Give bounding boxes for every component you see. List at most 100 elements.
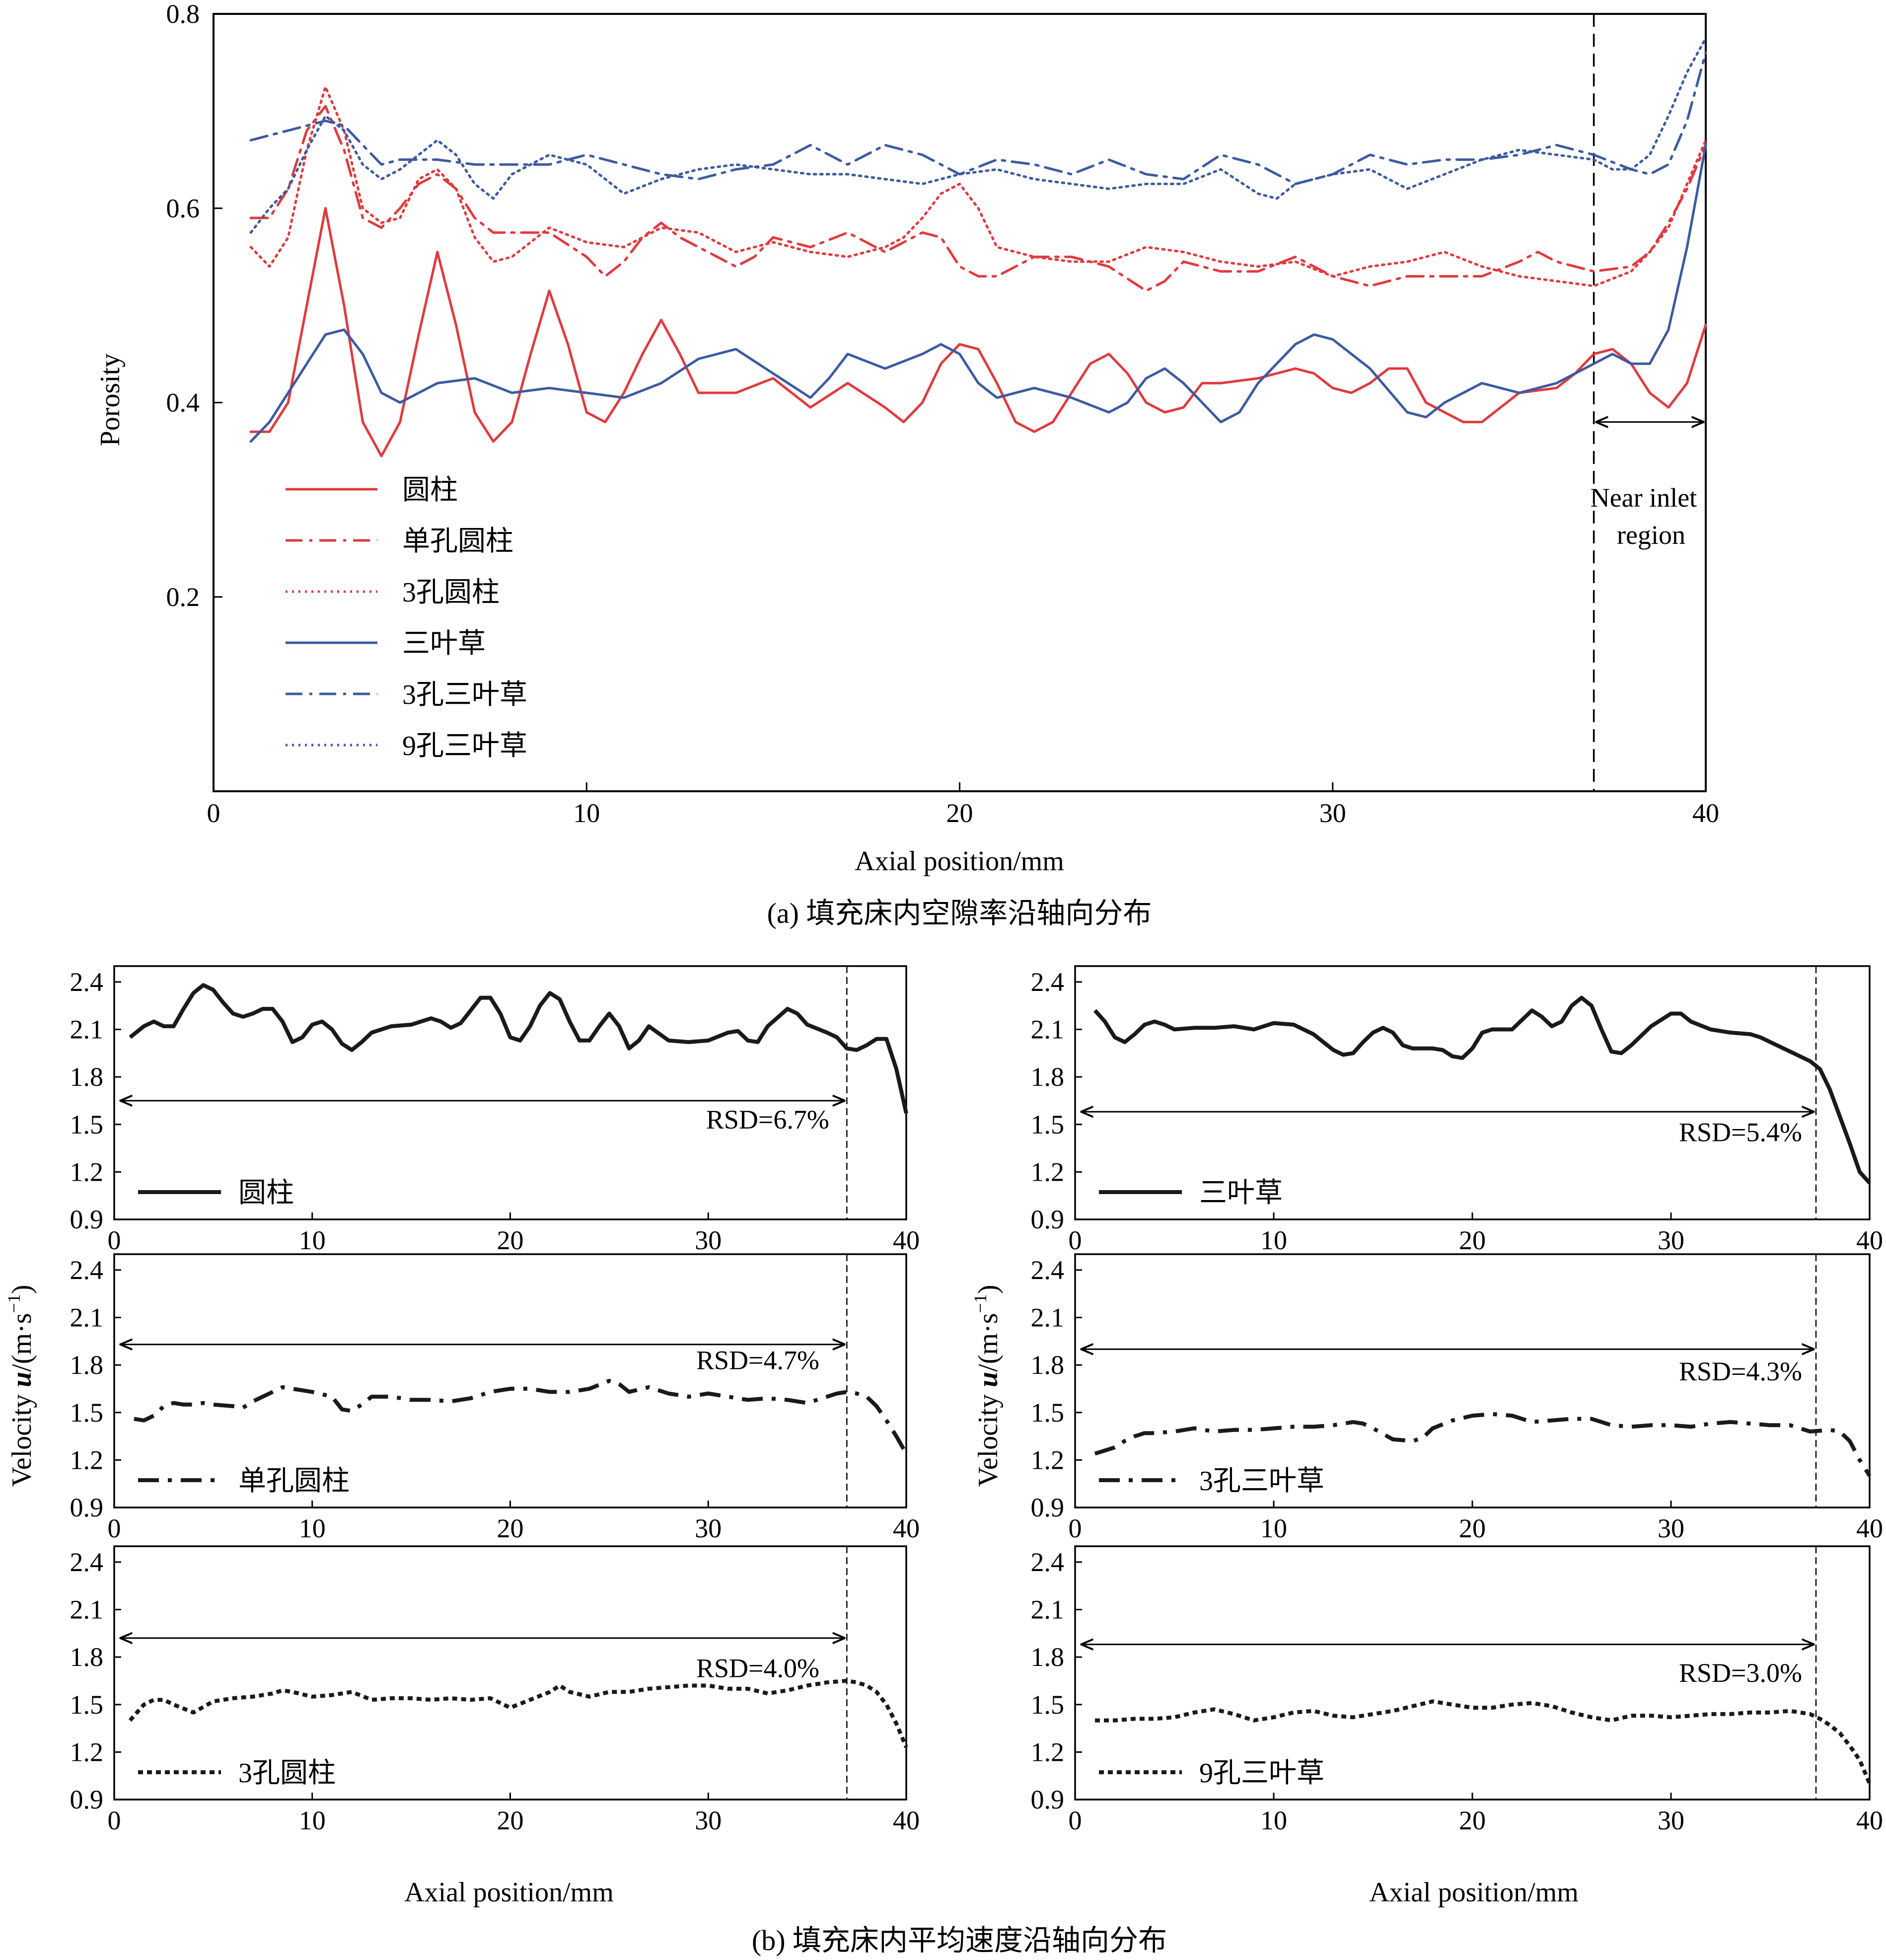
legend-label: 3孔圆柱 bbox=[402, 577, 500, 608]
porosity-series-line-3 bbox=[249, 85, 1707, 288]
rsd-label: RSD=6.7% bbox=[706, 1105, 829, 1134]
porosity-series-line-2 bbox=[249, 105, 1707, 292]
x-tick-label: 10 bbox=[1260, 1806, 1287, 1835]
x-tick-label: 0 bbox=[1069, 1513, 1082, 1543]
near-inlet-label-line1: Near inlet bbox=[1591, 483, 1697, 513]
rsd-label: RSD=5.4% bbox=[1679, 1118, 1802, 1147]
x-tick-label: 30 bbox=[1658, 1225, 1684, 1255]
porosity-series-line-4 bbox=[249, 144, 1707, 443]
velocity-series-line bbox=[1094, 1412, 1872, 1477]
y-tick-label: 0.4 bbox=[166, 388, 200, 418]
x-tick-label: 20 bbox=[1459, 1806, 1486, 1835]
x-tick-label: 40 bbox=[1856, 1225, 1883, 1255]
x-tick-label: 0 bbox=[108, 1513, 121, 1543]
x-tick-label: 0 bbox=[108, 1806, 121, 1835]
y-tick-label: 2.1 bbox=[70, 1303, 104, 1333]
velocity-panel-vel-cyl: 0 10 20 30 40 0.9 1.2 1.5 1.8 2.1 2.4 RSD=6.7% 圆柱 bbox=[70, 965, 920, 1255]
x-tick-label: 40 bbox=[893, 1513, 920, 1543]
velocity-y-label-left-close: ) bbox=[6, 1285, 37, 1294]
velocity-x-label-right: Axial position/mm bbox=[1369, 1877, 1579, 1908]
legend-label: 9孔三叶草 bbox=[1199, 1758, 1324, 1789]
y-tick-label: 1.8 bbox=[1031, 1062, 1065, 1092]
y-tick-label: 0.8 bbox=[166, 0, 200, 29]
porosity-series-line-5 bbox=[249, 51, 1707, 185]
x-tick-label: 10 bbox=[299, 1513, 326, 1543]
velocity-panel-vel-3h-cyl: 0 10 20 30 40 0.9 1.2 1.5 1.8 2.1 2.4 RSD=4.0% 3孔圆柱 bbox=[70, 1545, 920, 1835]
y-tick-label: 1.8 bbox=[70, 1642, 104, 1672]
y-tick-label: 2.4 bbox=[70, 1547, 104, 1577]
x-tick-label: 10 bbox=[1260, 1513, 1287, 1543]
x-tick-label: 40 bbox=[1856, 1806, 1883, 1835]
legend-label: 圆柱 bbox=[402, 475, 458, 506]
velocity-series-line bbox=[1093, 995, 1871, 1185]
velocity-y-label-right-word: Velocity bbox=[973, 1387, 1004, 1487]
y-tick-label: 1.5 bbox=[70, 1690, 104, 1720]
x-tick-label: 20 bbox=[497, 1225, 524, 1255]
velocity-series-line bbox=[129, 983, 908, 1114]
legend-label: 3孔三叶草 bbox=[1199, 1466, 1324, 1497]
rsd-label: RSD=4.0% bbox=[696, 1653, 819, 1683]
y-tick-label: 1.8 bbox=[1031, 1642, 1065, 1672]
y-tick-label: 0.6 bbox=[166, 193, 200, 223]
velocity-plot-frame bbox=[113, 965, 907, 1220]
legend-label: 三叶草 bbox=[402, 628, 486, 659]
porosity-y-label: Porosity bbox=[95, 354, 126, 447]
near-inlet-label-line2: region bbox=[1617, 520, 1685, 550]
velocity-panel-vel-9h-tri: 0 10 20 30 40 0.9 1.2 1.5 1.8 2.1 2.4 RSD=3.0% 9孔三叶草 bbox=[1031, 1545, 1883, 1835]
y-tick-label: 2.4 bbox=[1031, 967, 1065, 997]
x-tick-label: 20 bbox=[1459, 1513, 1486, 1543]
y-tick-label: 0.9 bbox=[1031, 1205, 1065, 1234]
y-tick-label: 0.9 bbox=[70, 1785, 104, 1814]
x-tick-label: 40 bbox=[893, 1225, 920, 1255]
velocity-y-label-left-units: /(m·s bbox=[6, 1313, 37, 1371]
porosity-chart: 0 10 20 30 400.20.40.60.8 Near inlet region … bbox=[95, 0, 1719, 929]
legend-label: 单孔圆柱 bbox=[402, 526, 513, 557]
x-tick-label: 30 bbox=[695, 1225, 722, 1255]
x-tick-label: 40 bbox=[1856, 1513, 1883, 1543]
y-tick-label: 0.9 bbox=[70, 1205, 104, 1234]
porosity-series-line-6 bbox=[249, 37, 1707, 234]
x-tick-label: 10 bbox=[299, 1225, 326, 1255]
y-tick-label: 2.4 bbox=[70, 967, 104, 997]
y-tick-label: 1.2 bbox=[70, 1737, 104, 1767]
porosity-axis-ticks: 0 10 20 30 40 0.2 0.4 0.6 0.8 bbox=[166, 0, 1720, 828]
y-tick-label: 1.8 bbox=[70, 1350, 104, 1380]
velocity-plot-frame bbox=[1074, 965, 1871, 1220]
velocity-y-label-right: Velocity u/(m·s−1) bbox=[970, 1285, 1004, 1487]
velocity-series-line bbox=[1095, 1699, 1872, 1785]
caption-b: (b) 填充床内平均速度沿轴向分布 bbox=[752, 1924, 1167, 1957]
y-tick-label: 1.2 bbox=[1031, 1157, 1065, 1187]
velocity-panel-vel-tri: 0 10 20 30 40 0.9 1.2 1.5 1.8 2.1 2.4 RSD=5.4% 三叶草 bbox=[1031, 965, 1883, 1255]
porosity-plot-frame bbox=[213, 13, 1707, 792]
x-tick-label: 40 bbox=[1692, 798, 1719, 828]
velocity-plot-frame bbox=[113, 1253, 907, 1508]
x-tick-label: 0 bbox=[108, 1225, 121, 1255]
y-tick-label: 0.9 bbox=[1031, 1785, 1065, 1814]
velocity-y-label-right-close: ) bbox=[973, 1285, 1004, 1294]
velocity-y-label-right-symbol: u bbox=[973, 1372, 1004, 1387]
x-tick-label: 0 bbox=[1069, 1806, 1082, 1835]
porosity-series-line-1 bbox=[249, 207, 1707, 457]
velocity-y-label-left-word: Velocity bbox=[6, 1387, 37, 1487]
y-tick-label: 2.1 bbox=[1031, 1015, 1065, 1045]
x-tick-label: 10 bbox=[573, 798, 600, 828]
x-tick-label: 0 bbox=[1069, 1225, 1082, 1255]
legend-label: 三叶草 bbox=[1199, 1178, 1283, 1208]
y-tick-label: 1.5 bbox=[1031, 1110, 1065, 1139]
velocity-y-label-left: Velocity u/(m·s−1) bbox=[4, 1285, 37, 1487]
y-tick-label: 1.8 bbox=[1031, 1350, 1065, 1380]
x-tick-label: 30 bbox=[695, 1806, 722, 1835]
x-tick-label: 20 bbox=[497, 1806, 524, 1835]
x-tick-label: 30 bbox=[695, 1513, 722, 1543]
y-tick-label: 0.9 bbox=[1031, 1493, 1065, 1522]
porosity-inlet-marker bbox=[1593, 14, 1704, 791]
y-tick-label: 1.2 bbox=[70, 1157, 104, 1187]
velocity-y-label-left-exponent: −1 bbox=[4, 1294, 24, 1313]
velocity-y-label-left-symbol: u bbox=[6, 1372, 37, 1387]
velocity-panel-vel-1h-cyl: 0 10 20 30 40 0.9 1.2 1.5 1.8 2.1 2.4 RSD=4.7% 单孔圆柱 bbox=[70, 1253, 920, 1543]
y-tick-label: 1.5 bbox=[1031, 1398, 1065, 1428]
velocity-panel-vel-3h-tri: 0 10 20 30 40 0.9 1.2 1.5 1.8 2.1 2.4 RSD=4.3% 3孔三叶草 bbox=[1031, 1253, 1883, 1543]
x-tick-label: 20 bbox=[497, 1513, 524, 1543]
